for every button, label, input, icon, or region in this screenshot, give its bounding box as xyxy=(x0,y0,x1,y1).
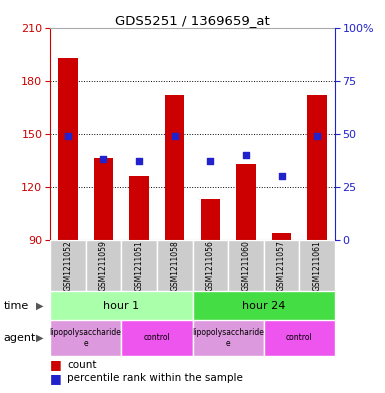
Bar xyxy=(192,291,335,320)
Text: count: count xyxy=(67,360,97,370)
Text: GSM1211058: GSM1211058 xyxy=(170,240,179,291)
Point xyxy=(243,152,249,158)
Point xyxy=(207,158,213,164)
Bar xyxy=(300,240,335,291)
Text: GDS5251 / 1369659_at: GDS5251 / 1369659_at xyxy=(115,14,270,27)
Text: percentile rank within the sample: percentile rank within the sample xyxy=(67,373,243,383)
Bar xyxy=(272,233,291,240)
Text: ▶: ▶ xyxy=(36,301,43,310)
Bar xyxy=(94,158,113,240)
Bar xyxy=(165,95,184,240)
Point xyxy=(172,132,178,139)
Text: lipopolysaccharide
e: lipopolysaccharide e xyxy=(192,328,264,348)
Bar xyxy=(121,320,192,356)
Bar xyxy=(129,176,149,240)
Text: GSM1211052: GSM1211052 xyxy=(64,240,72,291)
Bar xyxy=(50,291,192,320)
Text: ■: ■ xyxy=(50,358,62,371)
Text: GSM1211060: GSM1211060 xyxy=(241,240,250,291)
Bar xyxy=(264,240,300,291)
Text: control: control xyxy=(144,334,170,342)
Bar xyxy=(201,199,220,240)
Text: ▶: ▶ xyxy=(36,333,43,343)
Bar xyxy=(228,240,264,291)
Point xyxy=(278,173,285,179)
Bar xyxy=(50,320,121,356)
Bar xyxy=(157,240,192,291)
Point xyxy=(100,156,107,162)
Bar xyxy=(236,163,256,240)
Text: hour 24: hour 24 xyxy=(242,301,285,310)
Text: agent: agent xyxy=(4,333,36,343)
Bar xyxy=(58,57,78,240)
Point xyxy=(136,158,142,164)
Text: hour 1: hour 1 xyxy=(103,301,139,310)
Bar xyxy=(264,320,335,356)
Point xyxy=(314,132,320,139)
Point xyxy=(65,132,71,139)
Bar xyxy=(85,240,121,291)
Text: GSM1211057: GSM1211057 xyxy=(277,240,286,291)
Text: ■: ■ xyxy=(50,371,62,385)
Text: GSM1211061: GSM1211061 xyxy=(313,240,321,291)
Text: GSM1211051: GSM1211051 xyxy=(135,240,144,291)
Bar xyxy=(307,95,327,240)
Text: time: time xyxy=(4,301,29,310)
Bar xyxy=(50,240,85,291)
Text: GSM1211059: GSM1211059 xyxy=(99,240,108,291)
Bar xyxy=(192,320,264,356)
Text: GSM1211056: GSM1211056 xyxy=(206,240,215,291)
Bar xyxy=(192,240,228,291)
Text: lipopolysaccharide
e: lipopolysaccharide e xyxy=(50,328,122,348)
Text: control: control xyxy=(286,334,313,342)
Bar xyxy=(121,240,157,291)
